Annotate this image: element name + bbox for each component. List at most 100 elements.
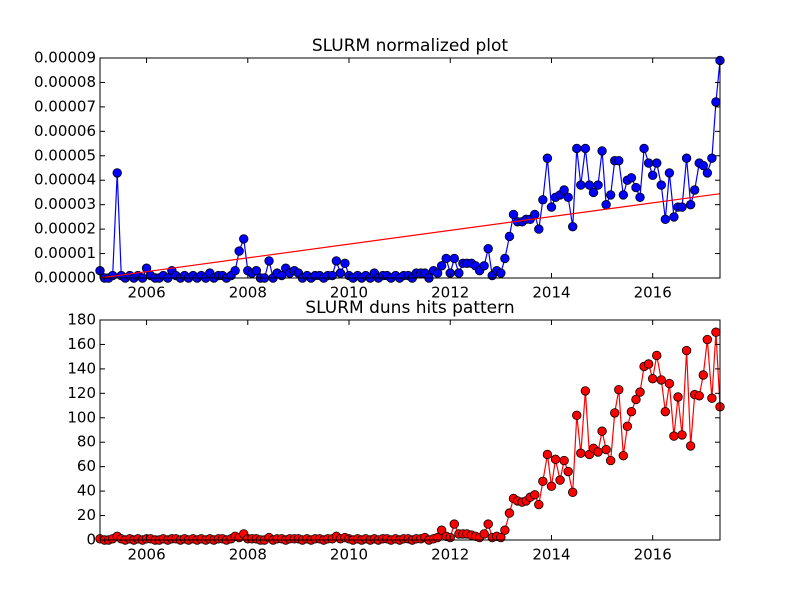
data-point [605, 455, 616, 466]
data-point [681, 153, 692, 163]
data-point [112, 168, 122, 178]
data-point [694, 391, 704, 401]
plot-area [95, 55, 725, 283]
data-point [652, 350, 662, 361]
data-point [331, 256, 342, 266]
data-point [597, 426, 607, 436]
data-point [496, 268, 506, 278]
y-tick-label: 60 [77, 457, 96, 475]
y-tick-label: 0.00006 [34, 122, 96, 140]
data-point [576, 180, 586, 190]
series-line [99, 193, 721, 279]
x-tick-label: 2014 [532, 546, 570, 564]
y-tick-label: 140 [67, 359, 96, 377]
plot-area [95, 327, 725, 545]
y-tick-label: 0 [86, 531, 96, 549]
x-tick-label: 2012 [431, 546, 469, 564]
data-point [626, 406, 637, 417]
data-point [707, 153, 717, 163]
data-point [698, 160, 708, 171]
y-tick-label: 120 [67, 384, 96, 402]
data-point [479, 261, 489, 271]
data-point [643, 158, 654, 168]
data-point [500, 525, 510, 535]
data-point [432, 268, 443, 278]
y-tick-label: 0.00001 [34, 244, 96, 262]
y-tick-label: 0.00003 [34, 195, 96, 213]
data-point [707, 393, 717, 403]
data-point [436, 261, 447, 271]
data-point [588, 187, 599, 198]
data-point [681, 345, 692, 356]
data-point [652, 158, 662, 168]
data-point [572, 410, 582, 421]
data-point [669, 212, 679, 222]
data-point [711, 327, 721, 337]
x-tick-label: 2010 [330, 284, 368, 302]
data-point [689, 185, 700, 195]
data-point [530, 209, 540, 220]
x-tick-label: 2008 [229, 546, 267, 564]
data-point [614, 155, 624, 166]
data-point [635, 387, 645, 397]
data-point [251, 265, 262, 276]
data-point [550, 454, 561, 465]
data-point [605, 190, 616, 200]
data-point [664, 168, 675, 178]
subplot: SLURM duns hits pattern 2006 2008 2010 2012 2… [67, 298, 725, 564]
data-point [500, 253, 510, 264]
data-point [711, 97, 721, 107]
data-point [702, 334, 713, 345]
data-point [593, 180, 603, 190]
data-point [660, 406, 671, 417]
x-tick-label: 2006 [127, 284, 165, 302]
data-point [563, 466, 573, 477]
data-point [568, 221, 578, 232]
data-point [449, 519, 459, 529]
data-point [340, 258, 350, 269]
y-tick-label: 0.00002 [34, 220, 96, 238]
data-point [601, 199, 611, 210]
data-point [141, 263, 152, 273]
data-point [555, 475, 565, 485]
data-point [441, 253, 451, 264]
data-point [618, 450, 629, 461]
data-point [335, 268, 346, 278]
axes-frame [99, 57, 721, 279]
data-point [559, 455, 569, 466]
data-point [563, 192, 573, 203]
series-line [99, 60, 721, 280]
data-point [449, 253, 459, 264]
y-tick-label: 100 [67, 408, 96, 426]
data-point [504, 508, 515, 518]
data-point [685, 441, 696, 451]
y-tick-label: 160 [67, 335, 96, 353]
data-point [530, 490, 540, 500]
x-tick-label: 2016 [634, 546, 672, 564]
data-point [538, 195, 548, 205]
data-point [234, 246, 244, 256]
data-point [631, 182, 641, 193]
data-point [559, 185, 569, 195]
data-point [483, 243, 493, 254]
data-point [534, 224, 544, 234]
data-point [542, 449, 553, 460]
y-tick-label: 20 [77, 506, 96, 524]
data-point [635, 192, 645, 203]
data-point [626, 173, 637, 183]
x-tick-label: 2006 [127, 546, 165, 564]
data-point [534, 499, 544, 510]
y-tick-label: 180 [67, 311, 96, 329]
y-tick-label: 0.00007 [34, 97, 96, 115]
data-point [702, 168, 713, 178]
data-point [656, 375, 666, 385]
data-point [656, 180, 666, 190]
y-tick-label: 0.00008 [34, 73, 96, 91]
data-point [454, 268, 464, 278]
chart-title: SLURM normalized plot [312, 36, 509, 56]
chart-title: SLURM duns hits pattern [305, 298, 514, 318]
data-point [601, 444, 611, 455]
data-point [572, 143, 582, 154]
